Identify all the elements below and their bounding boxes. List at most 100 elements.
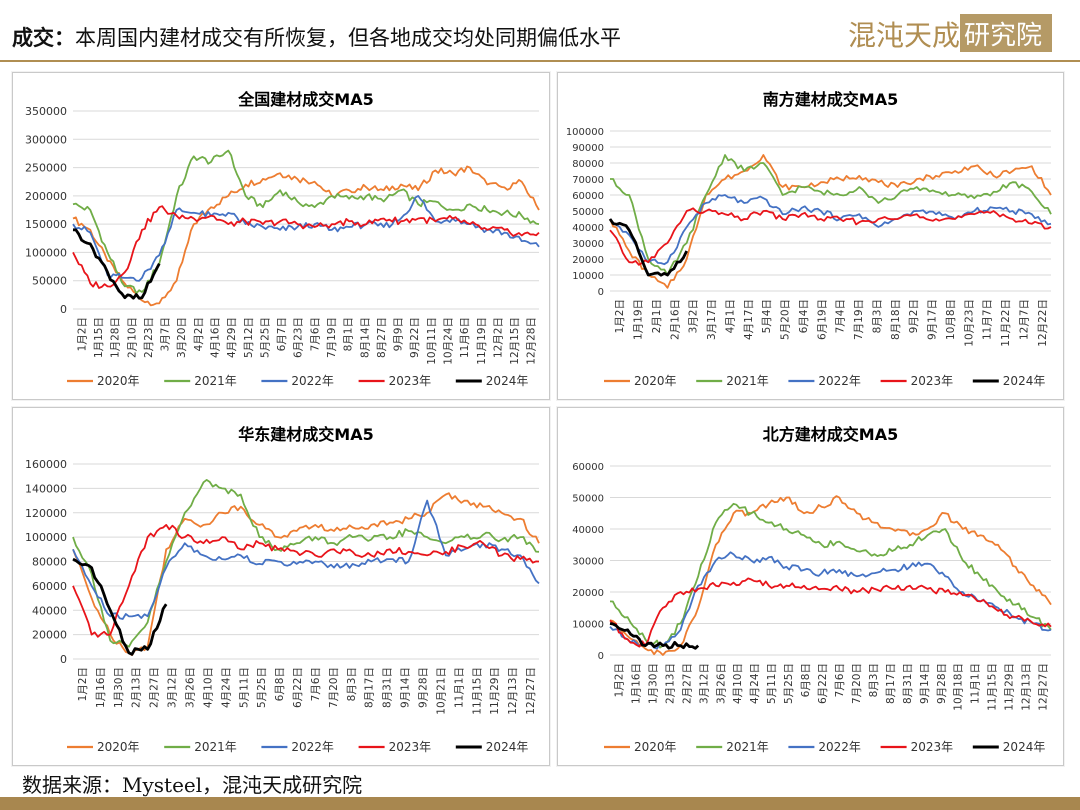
x-tick-label: 2月1日 bbox=[651, 299, 663, 333]
x-tick-label: 6月7日 bbox=[276, 317, 288, 351]
x-tick-label: 12月15日 bbox=[509, 317, 521, 365]
x-tick-label: 11月19日 bbox=[476, 317, 488, 365]
x-tick-label: 12月13日 bbox=[1021, 663, 1033, 711]
x-tick-label: 1月28日 bbox=[110, 317, 122, 358]
x-tick-label: 12月2日 bbox=[492, 317, 504, 358]
x-tick-label: 10月11日 bbox=[426, 317, 438, 365]
legend-label: 2022年 bbox=[291, 740, 334, 754]
series-line-2021年 bbox=[72, 479, 540, 648]
chart-north: 北方建材成交MA5 0 10000 20000 30000 40000 50000 60000… bbox=[572, 425, 1052, 754]
x-tick-label: 8月17日 bbox=[364, 667, 376, 708]
legend-label: 2020年 bbox=[634, 374, 677, 388]
x-tick-label: 1月30日 bbox=[647, 663, 659, 704]
x-tick-label: 5月12日 bbox=[243, 317, 255, 358]
footer-bar bbox=[0, 797, 1080, 810]
x-tick-label: 10月24日 bbox=[442, 317, 454, 365]
x-tick-label: 6月4日 bbox=[798, 299, 810, 333]
legend-label: 2024年 bbox=[1003, 374, 1046, 388]
x-tick-label: 4月29日 bbox=[226, 317, 238, 358]
y-tick-label: 0 bbox=[598, 287, 604, 298]
series-line-2022年 bbox=[72, 195, 540, 282]
y-tick-label: 150000 bbox=[25, 218, 67, 231]
title-prefix: 成交： bbox=[12, 25, 75, 50]
title-text: 本周国内建材成交有所恢复，但各地成交均处同期偏低水平 bbox=[75, 26, 621, 50]
x-tick-label: 2月27日 bbox=[681, 663, 693, 704]
x-tick-label: 2月10日 bbox=[126, 317, 138, 358]
y-tick-label: 100000 bbox=[25, 246, 67, 259]
legend-label: 2021年 bbox=[726, 374, 769, 388]
y-tick-label: 10000 bbox=[572, 620, 604, 631]
x-tick-label: 1月15日 bbox=[93, 317, 105, 358]
x-tick-label: 6月22日 bbox=[817, 663, 829, 704]
x-tick-label: 3月20日 bbox=[176, 317, 188, 358]
x-tick-label: 1月16日 bbox=[630, 663, 642, 704]
x-tick-label: 8月17日 bbox=[885, 663, 897, 704]
y-tick-label: 60000 bbox=[572, 191, 604, 202]
x-tick-label: 7月20日 bbox=[328, 667, 340, 708]
x-tick-label: 5月11日 bbox=[238, 667, 250, 708]
series-line-2023年 bbox=[609, 577, 1052, 648]
y-tick-label: 350000 bbox=[25, 105, 67, 118]
x-tick-label: 6月8日 bbox=[800, 663, 812, 697]
x-tick-label: 1月2日 bbox=[613, 663, 625, 697]
chart-panel-east: 华东建材成交MA5 0 20000 40000 60000 80000 100000 1200… bbox=[12, 407, 550, 766]
x-tick-label: 8月14日 bbox=[359, 317, 371, 358]
y-tick-label: 100000 bbox=[566, 127, 604, 138]
x-tick-label: 11月1日 bbox=[453, 667, 465, 708]
x-tick-label: 1月16日 bbox=[95, 667, 107, 708]
x-tick-label: 12月27日 bbox=[525, 667, 537, 715]
x-tick-label: 8月31日 bbox=[902, 663, 914, 704]
series-line-2021年 bbox=[72, 149, 540, 295]
x-tick-label: 8月1日 bbox=[343, 317, 355, 351]
y-tick-label: 30000 bbox=[572, 239, 604, 250]
x-tick-label: 12月13日 bbox=[507, 667, 519, 715]
series-line-2024年 bbox=[609, 622, 700, 650]
series-line-2020年 bbox=[609, 495, 1052, 656]
x-tick-label: 3月7日 bbox=[160, 317, 172, 351]
x-tick-label: 4月24日 bbox=[220, 667, 232, 708]
header-divider bbox=[0, 60, 1080, 62]
chart-panel-north: 北方建材成交MA5 0 10000 20000 30000 40000 50000 60000… bbox=[557, 407, 1064, 766]
y-tick-label: 90000 bbox=[572, 143, 604, 154]
x-tick-label: 3月12日 bbox=[167, 667, 179, 708]
y-tick-label: 20000 bbox=[572, 588, 604, 599]
x-tick-label: 12月22日 bbox=[1037, 299, 1049, 347]
x-tick-label: 5月25日 bbox=[783, 663, 795, 704]
x-tick-label: 4月17日 bbox=[743, 299, 755, 340]
legend-label: 2022年 bbox=[818, 740, 861, 754]
y-tick-label: 200000 bbox=[25, 190, 67, 203]
x-tick-label: 8月3日 bbox=[868, 663, 880, 697]
legend-label: 2020年 bbox=[97, 374, 140, 388]
legend-label: 2024年 bbox=[486, 374, 529, 388]
x-tick-label: 7月6日 bbox=[310, 667, 322, 701]
x-tick-label: 2月27日 bbox=[149, 667, 161, 708]
legend-label: 2021年 bbox=[194, 374, 237, 388]
series-line-2023年 bbox=[72, 205, 540, 289]
x-tick-label: 11月7日 bbox=[982, 299, 994, 340]
x-tick-label: 9月14日 bbox=[400, 667, 412, 708]
y-tick-label: 40000 bbox=[572, 525, 604, 536]
x-tick-label: 10月18日 bbox=[953, 663, 965, 711]
x-tick-label: 9月17日 bbox=[927, 299, 939, 340]
x-tick-label: 2月23日 bbox=[143, 317, 155, 358]
x-tick-label: 10月23日 bbox=[963, 299, 975, 347]
y-tick-label: 20000 bbox=[572, 255, 604, 266]
x-tick-label: 3月26日 bbox=[715, 663, 727, 704]
x-tick-label: 7月19日 bbox=[326, 317, 338, 358]
x-tick-label: 10月21日 bbox=[435, 667, 447, 715]
x-tick-label: 5月4日 bbox=[761, 299, 773, 333]
x-tick-label: 9月28日 bbox=[418, 667, 430, 708]
x-tick-label: 6月8日 bbox=[274, 667, 286, 701]
series-line-2021年 bbox=[609, 502, 1052, 649]
x-tick-label: 4月2日 bbox=[193, 317, 205, 351]
x-tick-label: 10月8日 bbox=[945, 299, 957, 340]
x-tick-label: 1月2日 bbox=[77, 667, 89, 701]
chart-panel-south: 南方建材成交MA5 0 10000 20000 30000 40000 50000 60000… bbox=[557, 72, 1064, 400]
y-tick-label: 10000 bbox=[572, 271, 604, 282]
x-tick-label: 3月12日 bbox=[698, 663, 710, 704]
y-tick-label: 120000 bbox=[25, 507, 67, 520]
x-tick-label: 6月23日 bbox=[293, 317, 305, 358]
legend-label: 2022年 bbox=[291, 374, 334, 388]
legend-label: 2023年 bbox=[911, 740, 954, 754]
chart-title: 全国建材成交MA5 bbox=[237, 90, 373, 109]
